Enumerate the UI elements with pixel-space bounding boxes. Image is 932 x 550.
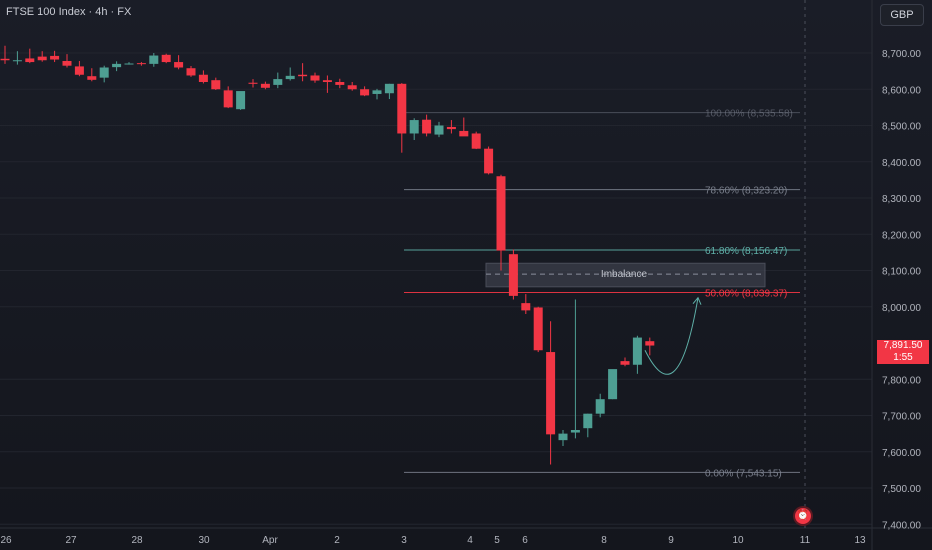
x-tick-label: 9 [668, 535, 674, 546]
candle-body [595, 399, 605, 414]
candle-body [25, 58, 35, 63]
candle-body [322, 80, 332, 82]
candle-body [62, 60, 72, 66]
x-tick-label: 26 [0, 535, 12, 546]
candle-body [248, 82, 258, 84]
x-tick-label: 27 [65, 535, 77, 546]
y-tick-label: 8,000.00 [882, 303, 921, 314]
candle-body [136, 63, 146, 65]
fib-level-label: 78.60% (8,323.20) [705, 186, 787, 197]
y-tick-label: 8,100.00 [882, 267, 921, 278]
candle-body [223, 90, 233, 108]
candle-body [372, 90, 382, 94]
fib-level-label: 100.00% (8,535.58) [705, 109, 793, 120]
candle-body [583, 413, 593, 429]
candle-body [434, 125, 444, 135]
candle-body [446, 126, 456, 130]
candle-body [521, 303, 531, 311]
candle-body [174, 62, 184, 68]
candle-body [508, 254, 518, 296]
x-tick-label: 5 [494, 535, 500, 546]
x-tick-label: 3 [401, 535, 407, 546]
y-tick-label: 8,700.00 [882, 49, 921, 60]
y-tick-label: 7,400.00 [882, 520, 921, 531]
candle-body [422, 119, 432, 134]
y-tick-label: 7,600.00 [882, 448, 921, 459]
x-tick-label: 6 [522, 535, 528, 546]
candle-body [273, 79, 283, 85]
candle-body [533, 307, 543, 351]
currency-button[interactable]: GBP [880, 4, 924, 26]
candle-body [546, 352, 556, 435]
candle-body [384, 83, 394, 94]
candle-body [99, 67, 109, 78]
candle-body [186, 68, 196, 76]
candle-body [37, 56, 47, 61]
y-tick-label: 7,500.00 [882, 484, 921, 495]
candle-body [558, 433, 568, 441]
candle-body [632, 337, 642, 365]
candle-body [211, 80, 221, 90]
candle-body [570, 430, 580, 433]
bar-countdown: 1:55 [893, 352, 913, 363]
y-tick-label: 8,600.00 [882, 85, 921, 96]
candle-body [459, 130, 469, 137]
candle-body [620, 361, 630, 365]
candle-body [335, 82, 345, 85]
imbalance-zone [485, 262, 766, 288]
candle-body [198, 74, 208, 82]
candle-body [285, 75, 295, 80]
y-tick-label: 7,800.00 [882, 375, 921, 386]
candle-body [484, 148, 494, 174]
symbol-title: FTSE 100 Index · 4h · FX [6, 6, 132, 18]
candle-body [260, 83, 270, 88]
last-price-value: 7,891.50 [883, 340, 923, 351]
candle-body [397, 83, 407, 134]
x-tick-label: Apr [262, 535, 278, 546]
candle-body [74, 66, 84, 75]
y-tick-label: 8,400.00 [882, 158, 921, 169]
y-tick-label: 8,200.00 [882, 230, 921, 241]
y-tick-label: 8,300.00 [882, 194, 921, 205]
candle-body [112, 63, 122, 68]
x-tick-label: 10 [732, 535, 744, 546]
candle-body [236, 91, 246, 110]
x-tick-label: 30 [198, 535, 210, 546]
candle-body [161, 54, 171, 63]
y-tick-label: 7,700.00 [882, 412, 921, 423]
x-tick-label: 13 [854, 535, 866, 546]
candle-body [310, 75, 320, 81]
candle-body [608, 369, 618, 400]
candle-body [409, 120, 419, 134]
candle-body [0, 58, 10, 61]
fib-level-label: 61.80% (8,156.47) [705, 246, 787, 257]
candle-body [124, 63, 134, 65]
candle-body [360, 89, 370, 96]
alarm-clock-icon[interactable]: ⏰ [795, 508, 811, 524]
candle-body [12, 60, 22, 62]
x-tick-label: 11 [800, 535, 811, 546]
fib-level-label: 50.00% (8,039.37) [705, 288, 787, 299]
projection-arrowhead [692, 296, 702, 305]
candle-body [149, 55, 159, 64]
candle-body [87, 76, 97, 80]
candle-body [50, 55, 60, 60]
candle-body [298, 74, 308, 77]
x-tick-label: 4 [467, 535, 473, 546]
x-tick-label: 2 [334, 535, 340, 546]
candle-body [471, 133, 481, 149]
projection-arrow [644, 297, 699, 375]
fib-level-label: 0.00% (7,543.15) [705, 468, 782, 479]
candle-body [347, 85, 357, 90]
y-tick-label: 8,500.00 [882, 122, 921, 133]
candle-body [645, 341, 655, 346]
x-tick-label: 28 [131, 535, 143, 546]
imbalance-label: Imbalance [601, 269, 648, 280]
candle-body [496, 176, 506, 251]
last-price-tag: 7,891.50 1:55 [877, 340, 929, 364]
x-tick-label: 8 [601, 535, 607, 546]
